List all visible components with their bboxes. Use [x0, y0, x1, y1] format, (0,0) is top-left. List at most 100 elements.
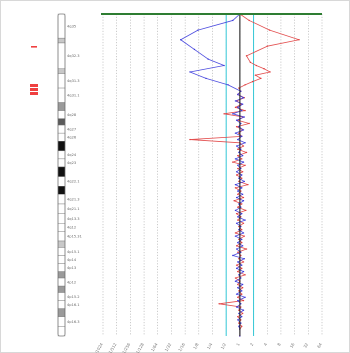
- ideogram-band-9: [57, 124, 66, 134]
- ideogram-band-3: [57, 68, 66, 74]
- series-1-point-37: [238, 177, 240, 179]
- series-0-point-5: [245, 55, 248, 57]
- band-label: 4p14: [67, 258, 77, 262]
- series-1-point-76: [240, 303, 242, 305]
- legend-mark-3: [30, 88, 38, 91]
- series-0-point-40: [241, 171, 244, 173]
- series-1-point-40: [241, 187, 243, 189]
- series-1-point-11: [237, 93, 239, 96]
- band-label: 4q22.1: [67, 180, 80, 184]
- series-0-point-53: [235, 212, 238, 215]
- series-0-point-32: [242, 145, 245, 147]
- series-1-point-58: [241, 245, 244, 247]
- grid-lines: [102, 14, 323, 336]
- series-1-point-20: [240, 122, 242, 125]
- series-1-point-67: [238, 274, 240, 276]
- band-label: 4q35: [67, 24, 76, 28]
- series-1-point-25: [237, 138, 239, 141]
- series-1-point-7: [189, 71, 191, 73]
- series-1-point-70: [241, 283, 244, 286]
- x-tick-label: 1/32: [163, 342, 172, 353]
- ideogram-band-2: [57, 42, 66, 69]
- series-0-point-87: [238, 322, 240, 324]
- series-1-point-32: [242, 161, 245, 163]
- series-0-point-41: [235, 174, 238, 176]
- ideogram-band-12: [57, 150, 66, 160]
- series-1-point-42: [241, 193, 244, 196]
- series-0-point-46: [240, 190, 242, 192]
- band-label: 4p15.2: [67, 295, 80, 299]
- ideogram-band-0: [57, 13, 66, 39]
- series-0-point-10: [254, 74, 257, 76]
- series-1-point-60: [240, 251, 242, 253]
- x-tick-labels: 1/1024 1/512 1/256 1/128 1/64 1/32 1/16 1/8 1/4 1…: [92, 342, 323, 353]
- series-0-point-7: [255, 64, 258, 67]
- series-0-point-4: [266, 45, 268, 47]
- series-0-point-9: [269, 71, 271, 73]
- series-1-point-57: [237, 241, 239, 244]
- series-1-point-41: [237, 190, 239, 192]
- series-0-point-57: [238, 225, 240, 228]
- series-1-point-63: [237, 261, 239, 263]
- series-0-point-20: [234, 106, 237, 109]
- series-0-point-11: [260, 77, 262, 80]
- series-1-point-33: [237, 164, 239, 167]
- ideogram-band-33: [57, 326, 66, 337]
- series-1-point-36: [241, 174, 243, 176]
- series-0-point-68: [242, 261, 245, 263]
- series-1-point-81: [237, 319, 239, 321]
- series-0-point-69: [235, 264, 238, 266]
- series-0-point-8: [263, 68, 265, 70]
- series-1-point-29: [238, 151, 240, 154]
- x-tick-label: 1/128: [135, 342, 145, 353]
- series-1-point-30: [241, 154, 244, 157]
- series-0-point-38: [244, 164, 246, 167]
- band-label: 4p16.3: [67, 320, 80, 324]
- series-0-point-39: [237, 167, 239, 170]
- x-tick-label: 2: [249, 342, 255, 347]
- ideogram-band-1: [57, 37, 66, 44]
- series-line-1: [180, 13, 246, 336]
- series-1-point-2: [197, 29, 199, 31]
- series-0-point-45: [234, 187, 237, 189]
- x-tick-label: 1/1024: [92, 342, 104, 353]
- series-0-point-37: [232, 161, 234, 163]
- x-tick-label: 64: [316, 342, 323, 349]
- series-0-point-81: [218, 303, 220, 305]
- ideogram-band-30: [57, 300, 66, 309]
- ideogram-band-17: [57, 194, 66, 205]
- series-1-point-23: [234, 132, 237, 134]
- series-1-point-75: [237, 299, 239, 302]
- series-0-point-42: [241, 177, 243, 179]
- ideogram-band-13: [57, 158, 66, 168]
- series-1-point-73: [235, 293, 238, 295]
- ideogram-band-27: [57, 277, 66, 287]
- series-0-point-55: [237, 219, 239, 221]
- series-0-point-26: [235, 126, 238, 128]
- ideogram-band-28: [57, 285, 66, 293]
- series-0-point-33: [237, 148, 239, 150]
- legend: [30, 46, 38, 95]
- series-0-point-28: [238, 132, 240, 134]
- series-0-point-79: [237, 296, 239, 299]
- series-1-point-43: [235, 196, 238, 199]
- series-1-point-34: [240, 167, 242, 170]
- series-1-point-80: [241, 315, 243, 318]
- series-1-point-9: [227, 84, 229, 86]
- series-0-point-66: [240, 254, 242, 257]
- band-label: 4p12: [67, 280, 76, 284]
- series-1-point-12: [242, 97, 245, 99]
- series-1-point-62: [243, 258, 245, 260]
- series-1-point-55: [234, 235, 237, 237]
- series-1-point-16: [241, 109, 243, 112]
- series-1-point-72: [241, 290, 243, 292]
- ideogram-band-32: [57, 316, 66, 327]
- band-label: 4q23: [67, 161, 76, 165]
- ideogram-band-22: [57, 240, 66, 248]
- ideogram-band-29: [57, 292, 66, 301]
- series-1-point-48: [241, 212, 243, 215]
- series-0-point-72: [244, 274, 246, 276]
- series-1-point-79: [238, 312, 240, 315]
- series-0-point-58: [241, 229, 243, 231]
- band-label: 4q21.3: [67, 197, 80, 201]
